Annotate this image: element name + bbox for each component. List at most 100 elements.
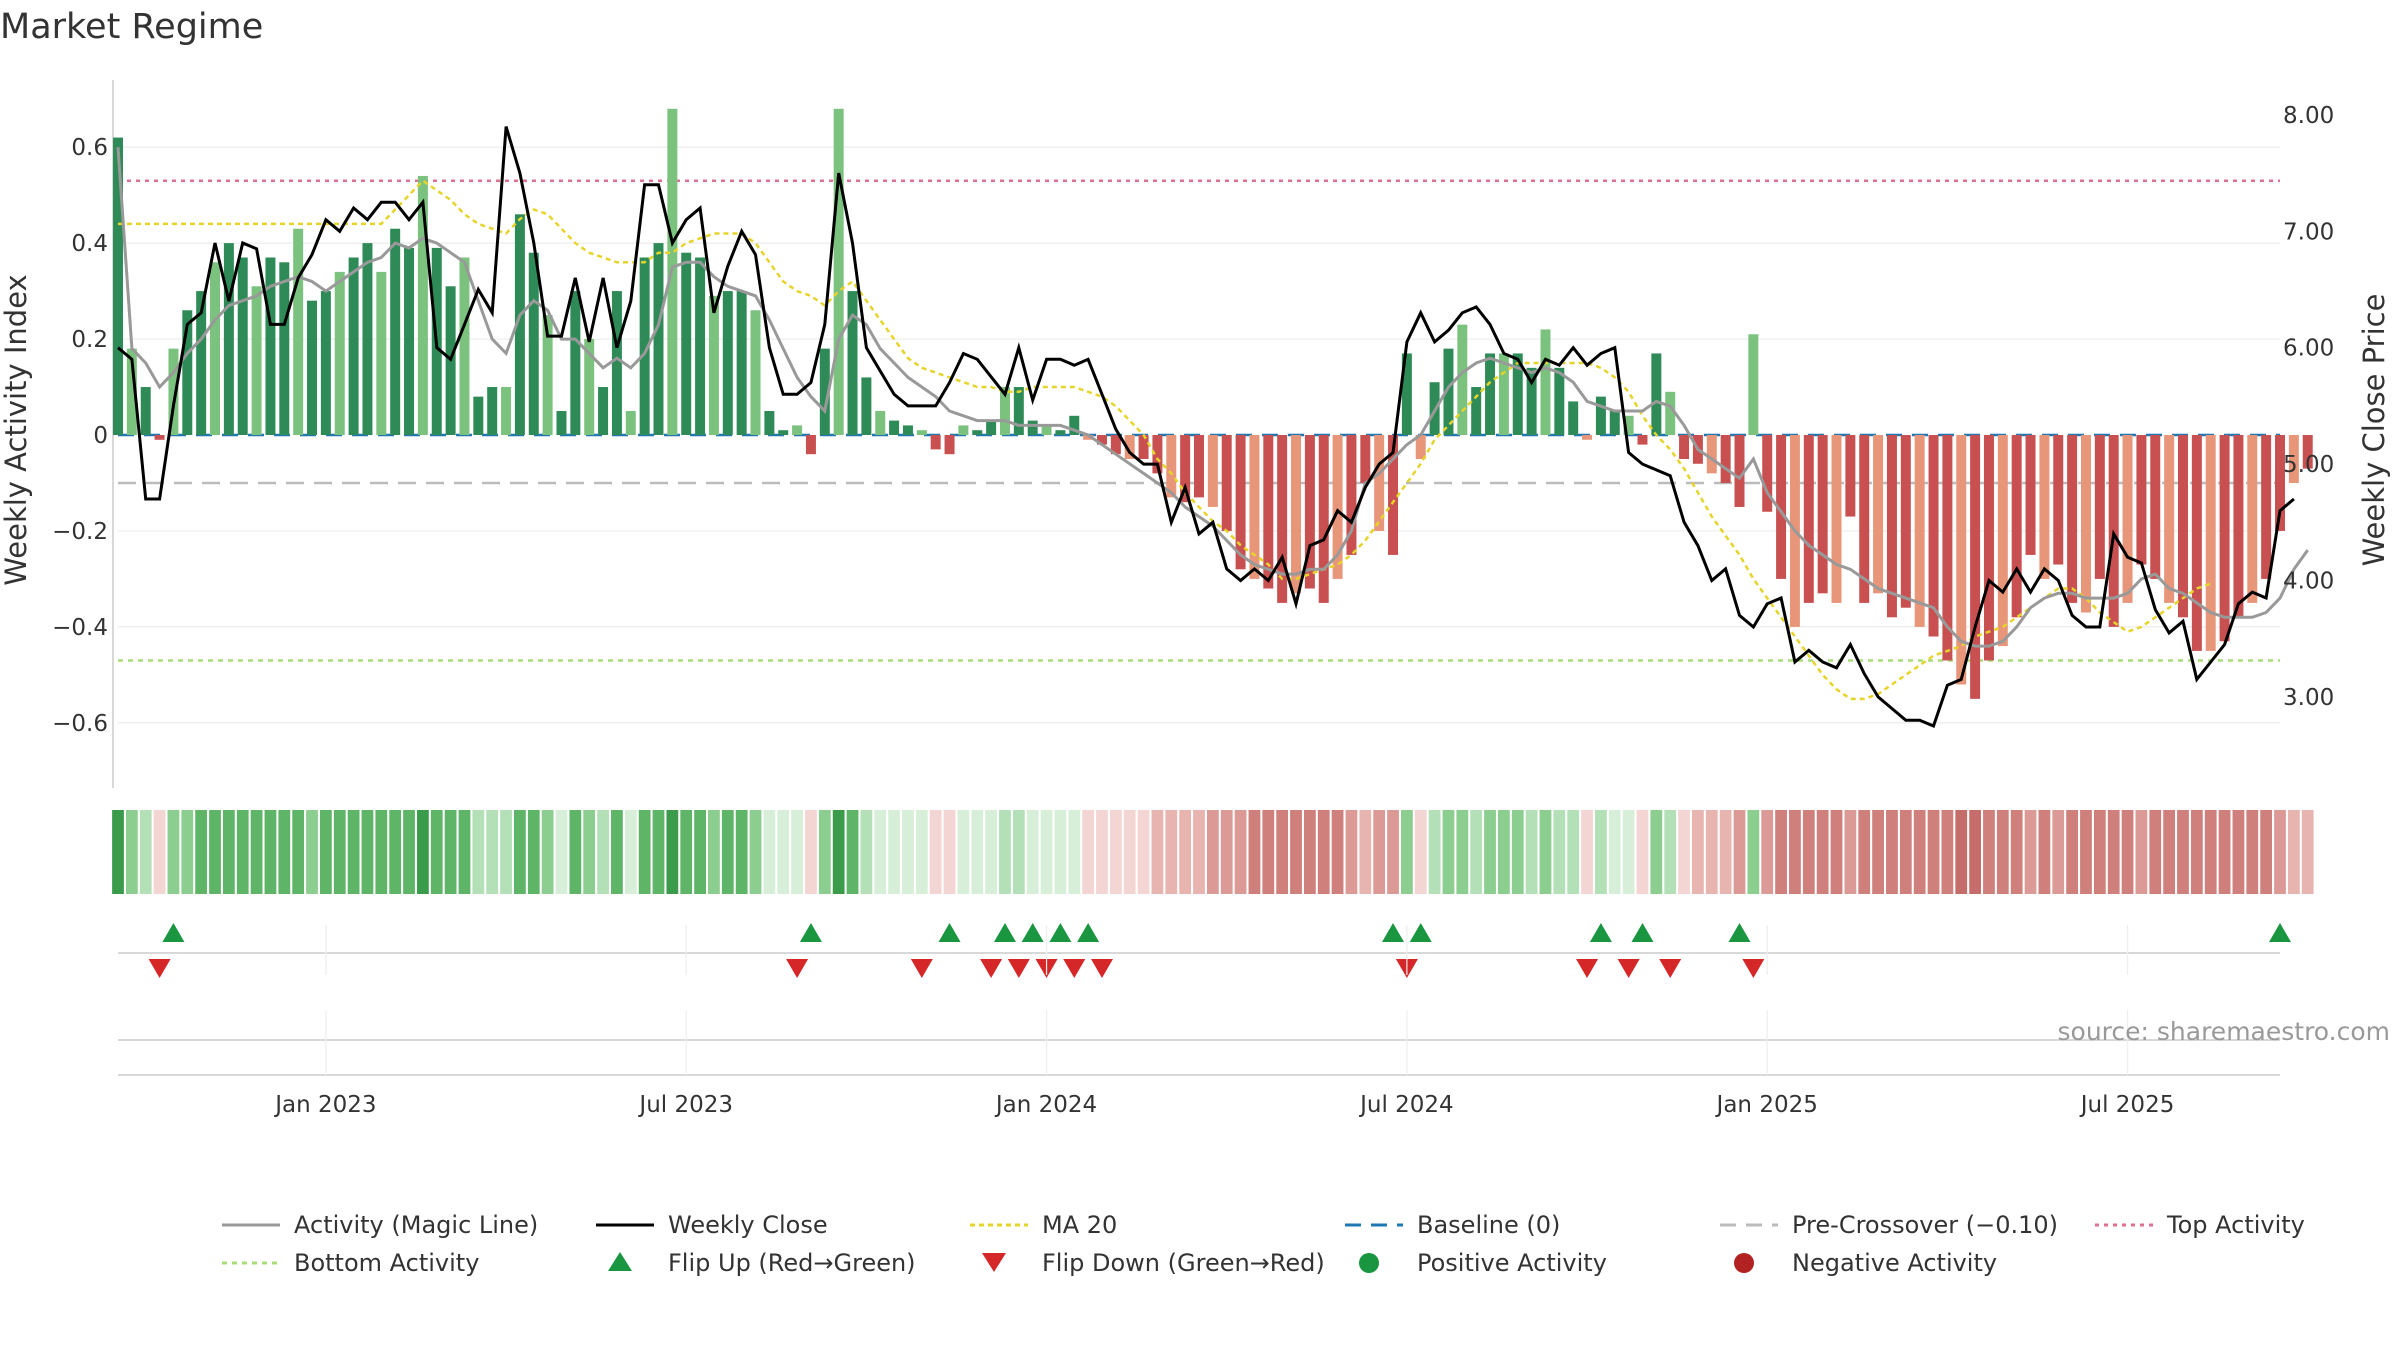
flip-down-marker (1659, 959, 1682, 978)
regime-strip-cell (1775, 810, 1787, 894)
regime-strip-cell (417, 810, 429, 894)
regime-strip-cell (1054, 810, 1067, 894)
activity-bar (2177, 435, 2188, 618)
regime-strip-cell (721, 810, 734, 894)
activity-bar (2233, 435, 2244, 618)
left-tick-label-0: 0.6 (71, 135, 108, 161)
activity-bar (1443, 348, 1454, 435)
activity-bar (2136, 435, 2147, 565)
regime-strip-cell (846, 810, 859, 894)
legend-positive-dot-icon (1359, 1253, 1379, 1273)
x-tick-label-1: Jul 2023 (637, 1092, 733, 1118)
activity-bar (2219, 435, 2230, 642)
activity-bar (708, 295, 719, 435)
activity-bar (2067, 435, 2078, 603)
regime-strip-cell (1844, 810, 1857, 894)
main-panel-grid (112, 80, 2280, 788)
regime-strip-cell (915, 810, 928, 894)
left-tick-label-3: 0 (93, 423, 108, 449)
regime-strip-cell (1220, 810, 1233, 894)
regime-strip-cell (541, 810, 554, 894)
activity-bar (210, 262, 221, 435)
flip-down-marker (786, 959, 809, 978)
activity-bar (1027, 420, 1038, 435)
activity-bar (639, 257, 650, 435)
chart-title: Market Regime (0, 7, 263, 47)
activity-bar (1831, 435, 1842, 603)
regime-strip-cell (1983, 810, 1995, 894)
activity-bar (1374, 435, 1385, 531)
activity-bar (1471, 387, 1482, 435)
flip-down-marker (1007, 959, 1030, 978)
flip-up-marker (1728, 923, 1751, 942)
activity-bar (501, 387, 512, 435)
activity-bar (1207, 435, 1218, 507)
regime-strip-cell (1622, 810, 1635, 894)
activity-bar (1900, 435, 1911, 608)
regime-strip-cell (1276, 810, 1289, 894)
legend-item-negative: Negative Activity (1734, 1249, 1997, 1277)
regime-strip-cell (1969, 810, 1981, 894)
regime-strip-cell (1262, 810, 1275, 894)
regime-strip-cell (1816, 810, 1829, 894)
activity-bar (1388, 435, 1399, 555)
legend-item-weekly_close: Weekly Close (596, 1211, 828, 1239)
regime-strip-cell (1636, 810, 1649, 894)
legend-item-magic_line: Activity (Magic Line) (222, 1211, 538, 1239)
activity-bar (695, 257, 706, 435)
regime-strip-cell (486, 810, 499, 894)
regime-strip-cell (583, 810, 596, 894)
regime-strip-cell (1941, 810, 1954, 894)
flip-up-marker (1631, 923, 1654, 942)
activity-bar (861, 377, 872, 435)
regime-strip-cell (791, 810, 803, 894)
activity-bar (1803, 435, 1814, 603)
regime-strip-cell (1996, 810, 2009, 894)
activity-bar (611, 291, 622, 435)
activity-bar (1845, 435, 1856, 517)
regime-strip-cell (638, 810, 651, 894)
activity-bar (2011, 435, 2022, 618)
regime-strip-cell (1456, 810, 1469, 894)
activity-bar (833, 108, 844, 435)
activity-bar (598, 387, 609, 435)
regime-strip-cell (2204, 810, 2217, 894)
right-tick-label-4: 4.00 (2283, 568, 2334, 594)
activity-bar (986, 420, 997, 435)
activity-bar (2261, 435, 2272, 579)
activity-bar (1734, 435, 1745, 507)
regime-strip-cell (1525, 810, 1538, 894)
activity-bar (1401, 353, 1412, 435)
activity-bar (348, 257, 359, 435)
regime-strip-cell (1802, 810, 1815, 894)
regime-strip-cell (1761, 810, 1774, 894)
activity-bar (154, 435, 165, 440)
regime-strip (112, 810, 2314, 894)
regime-strip-cell (597, 810, 609, 894)
legend-item-flip_up: Flip Up (Red→Green) (608, 1249, 916, 1277)
regime-strip-cell (514, 810, 526, 894)
activity-bar (251, 286, 262, 435)
regime-strip-cell (403, 810, 415, 894)
flip-down-marker (1742, 959, 1765, 978)
flip-up-marker (1077, 923, 1100, 942)
regime-strip-cell (2274, 810, 2286, 894)
activity-bar (2080, 435, 2091, 613)
activity-bar (1485, 353, 1496, 435)
regime-strip-cell (2066, 810, 2079, 894)
source-note: source: sharemaestro.com (2058, 1017, 2391, 1046)
right-tick-label-3: 5.00 (2283, 452, 2334, 478)
regime-strip-cell (1068, 810, 1081, 894)
regime-strip-cell (375, 810, 388, 894)
activity-bar (1595, 396, 1606, 435)
right-tick-label-0: 8.00 (2283, 103, 2334, 129)
activity-bar (570, 291, 581, 435)
legend-label-positive: Positive Activity (1417, 1249, 1607, 1277)
regime-strip-cell (1373, 810, 1386, 894)
regime-strip-cell (1165, 810, 1178, 894)
activity-bar (778, 430, 789, 435)
regime-strip-cell (292, 810, 305, 894)
regime-strip-cell (1345, 810, 1358, 894)
activity-bar (1928, 435, 1939, 637)
regime-strip-cell (1955, 810, 1968, 894)
